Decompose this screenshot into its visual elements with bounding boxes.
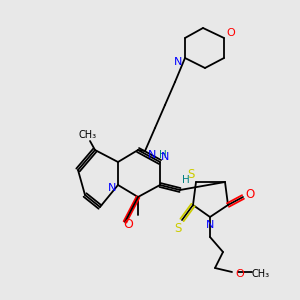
Text: O: O (236, 269, 244, 279)
Text: O: O (245, 188, 255, 202)
Text: N: N (206, 220, 214, 230)
Text: N: N (174, 57, 182, 67)
Text: O: O (226, 28, 236, 38)
Text: CH₃: CH₃ (79, 130, 97, 140)
Text: N: N (108, 183, 116, 193)
Text: O: O (123, 218, 133, 232)
Text: CH₃: CH₃ (252, 269, 270, 279)
Text: H: H (182, 175, 190, 185)
Text: H: H (159, 150, 167, 160)
Text: N: N (148, 150, 156, 160)
Text: N: N (161, 152, 169, 162)
Text: S: S (187, 169, 195, 182)
Text: S: S (174, 221, 182, 235)
